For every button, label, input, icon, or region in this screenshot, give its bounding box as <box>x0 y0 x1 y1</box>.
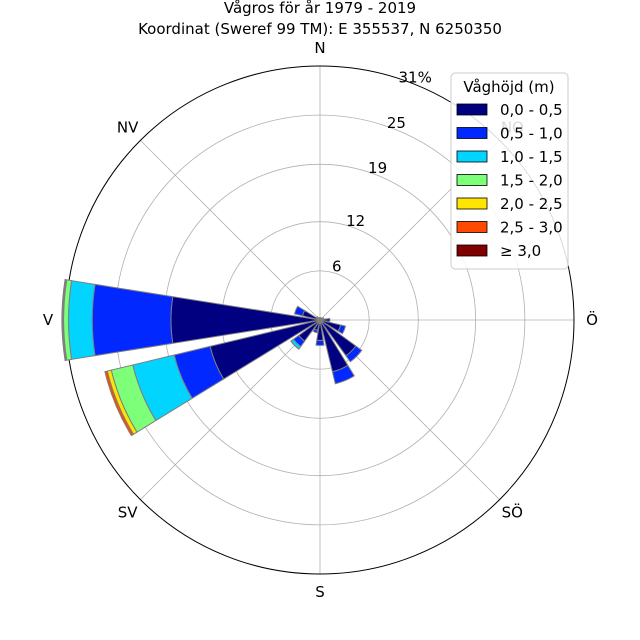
bar-segment <box>331 364 355 385</box>
radial-gridline <box>140 319 321 500</box>
bar-segment <box>312 328 319 334</box>
radial-tick-label: 31% <box>399 68 432 86</box>
legend-swatch <box>456 150 488 163</box>
bar-segment <box>67 280 96 360</box>
bar-segment <box>293 305 306 317</box>
bars <box>61 279 363 437</box>
direction-label: SV <box>118 503 139 521</box>
legend-label: 2,5 - 3,0 <box>500 219 563 237</box>
direction-label: NV <box>117 119 139 137</box>
bar-segment <box>319 317 331 323</box>
radial-gridline <box>140 140 321 321</box>
bar-segment <box>337 324 347 335</box>
legend-swatch <box>456 221 488 233</box>
direction-label: SÖ <box>502 502 523 521</box>
radial-tick-label: 25 <box>387 114 406 132</box>
bar-segment <box>345 345 363 363</box>
legend-label: 0,0 - 0,5 <box>500 101 563 119</box>
direction-label: N <box>314 39 325 57</box>
chart-title: Vågros för år 1979 - 2019 <box>224 0 416 17</box>
legend-label: 1,5 - 2,0 <box>500 172 563 190</box>
legend-label: 0,5 - 1,0 <box>500 125 563 143</box>
chart-subtitle: Koordinat (Sweref 99 TM): E 355537, N 62… <box>138 20 502 38</box>
direction-label: S <box>315 583 325 601</box>
legend-title: Våghöjd (m) <box>463 78 554 96</box>
bar-segment <box>318 317 321 321</box>
bar-segment <box>315 339 325 346</box>
legend-swatch <box>456 174 488 186</box>
bar-segment <box>91 283 174 357</box>
legend: Våghöjd (m) 0,0 - 0,5 0,5 - 1,0 1,0 - 1,5 1… <box>450 72 569 270</box>
legend-box <box>450 72 569 270</box>
legend-swatch <box>456 244 488 257</box>
radial-tick-label: 6 <box>332 258 342 276</box>
legend-items: 0,0 - 0,5 0,5 - 1,0 1,0 - 1,5 1,5 - 2,0 2,0 … <box>456 101 563 260</box>
radial-tick-label: 19 <box>368 159 387 177</box>
direction-label: V <box>43 311 54 329</box>
direction-label: Ö <box>586 310 598 329</box>
bar-segment <box>290 338 302 350</box>
bar-segment <box>104 370 135 437</box>
radial-tick-label: 12 <box>346 212 365 230</box>
legend-label: ≥ 3,0 <box>500 242 541 260</box>
bar-segment <box>61 279 67 361</box>
legend-swatch <box>456 127 488 139</box>
legend-label: 2,0 - 2,5 <box>500 195 563 213</box>
legend-swatch <box>456 103 488 116</box>
legend-swatch <box>456 197 488 210</box>
legend-label: 1,0 - 1,5 <box>500 148 563 166</box>
